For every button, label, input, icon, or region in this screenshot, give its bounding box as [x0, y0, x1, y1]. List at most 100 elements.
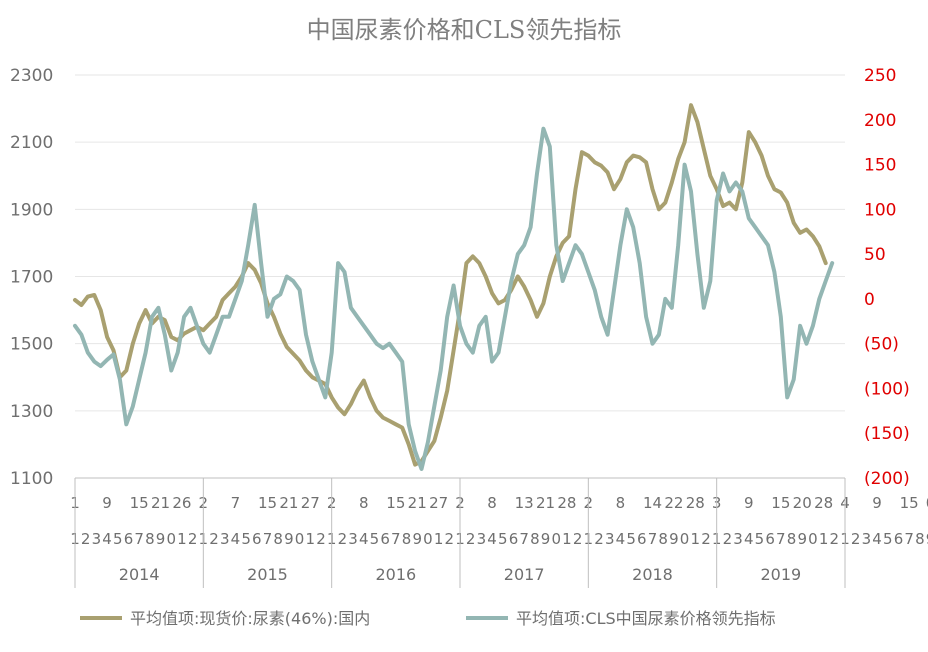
left-tick-label: 1700 — [10, 268, 53, 288]
x-tick-label: 1 — [177, 530, 187, 548]
x-tick-label: 14 — [643, 494, 662, 512]
left-tick-label: 1900 — [10, 200, 53, 220]
x-tick-label: 9 — [156, 530, 166, 548]
x-tick-label: 7 — [134, 530, 144, 548]
x-tick-label: 0 — [808, 530, 818, 548]
x-tick-label: 15 — [771, 494, 790, 512]
x-tick-label: 2 — [851, 530, 861, 548]
x-tick-label: 7 — [904, 530, 914, 548]
year-label: 2016 — [375, 565, 416, 584]
x-tick-label: 2 — [701, 530, 711, 548]
year-label: 2018 — [632, 565, 673, 584]
x-tick-label: 0 — [551, 530, 561, 548]
x-tick-label: 3 — [733, 530, 743, 548]
x-tick-label: 2 — [316, 530, 326, 548]
x-tick-label: 5 — [883, 530, 893, 548]
legend-label-urea-price: 平均值项:现货价:尿素(46%):国内 — [130, 609, 370, 628]
legend: 平均值项:现货价:尿素(46%):国内 平均值项:CLS中国尿素价格领先指标 — [80, 609, 776, 628]
x-tick-label: 4 — [744, 530, 754, 548]
x-tick-label: 9 — [669, 530, 679, 548]
x-tick-label: 9 — [926, 530, 928, 548]
x-tick-label: 15 — [258, 494, 277, 512]
left-tick-label: 1100 — [10, 469, 53, 489]
x-tick-label: 0 — [926, 494, 928, 512]
left-tick-label: 2300 — [10, 66, 53, 86]
x-tick-label: 15 — [900, 494, 919, 512]
right-tick-label: 100 — [864, 200, 896, 220]
x-tick-label: 3 — [605, 530, 615, 548]
x-tick-label: 5 — [241, 530, 251, 548]
x-tick-label: 4 — [872, 530, 882, 548]
x-tick-label: 5 — [498, 530, 508, 548]
x-tick-label: 2 — [445, 530, 455, 548]
x-tick-label: 7 — [519, 530, 529, 548]
x-tick-label: 2 — [188, 530, 198, 548]
x-tick-label: 8 — [787, 530, 797, 548]
right-tick-label: 150 — [864, 156, 896, 176]
x-tick-label: 15 — [386, 494, 405, 512]
x-tick-label: 2 — [466, 530, 476, 548]
x-tick-label: 1 — [434, 530, 444, 548]
x-tick-label: 13 — [515, 494, 534, 512]
x-tick-label: 21 — [408, 494, 427, 512]
x-tick-label: 9 — [102, 494, 112, 512]
x-tick-label: 7 — [648, 530, 658, 548]
series-line-urea-price — [73, 103, 828, 467]
gridlines — [75, 74, 845, 479]
year-label: 2015 — [247, 565, 288, 584]
x-tick-label: 8 — [402, 530, 412, 548]
x-tick-label: 3 — [477, 530, 487, 548]
right-axis-ticks: 250 200 150 100 50 0 (50) (100) (150) (200) — [864, 66, 910, 489]
year-label: 2014 — [119, 565, 160, 584]
x-tick-label: 0 — [680, 530, 690, 548]
x-tick-label: 6 — [124, 530, 134, 548]
x-tick-label: 2 — [338, 530, 348, 548]
x-tick-label: 4 — [231, 530, 241, 548]
right-tick-label: (100) — [864, 379, 910, 399]
x-tick-label: 8 — [359, 494, 369, 512]
x-tick-label: 28 — [814, 494, 833, 512]
x-tick-label: 8 — [616, 494, 626, 512]
x-tick-label: 2 — [830, 530, 840, 548]
x-tick-label: 6 — [380, 530, 390, 548]
x-tick-label: 3 — [348, 530, 358, 548]
x-tick-label: 4 — [102, 530, 112, 548]
x-tick-label: 4 — [359, 530, 369, 548]
x-tick-label: 5 — [755, 530, 765, 548]
x-tick-label: 5 — [113, 530, 123, 548]
x-tick-label: 1 — [691, 530, 701, 548]
x-tick-label: 28 — [686, 494, 705, 512]
x-tick-label: 6 — [637, 530, 647, 548]
legend-label-cls-index: 平均值项:CLS中国尿素价格领先指标 — [516, 609, 776, 628]
left-tick-label: 1500 — [10, 335, 53, 355]
right-tick-label: 200 — [864, 111, 896, 131]
left-axis-ticks: 2300 2100 1900 1700 1500 1300 1100 — [10, 66, 53, 489]
x-tick-label: 21 — [151, 494, 170, 512]
x-tick-label: 8 — [658, 530, 668, 548]
x-tick-label: 8 — [487, 494, 497, 512]
right-tick-label: (150) — [864, 424, 910, 444]
x-tick-label: 7 — [776, 530, 786, 548]
x-tick-label: 5 — [626, 530, 636, 548]
left-tick-label: 1300 — [10, 402, 53, 422]
x-tick-label: 7 — [231, 494, 241, 512]
x-tick-label: 9 — [284, 530, 294, 548]
x-tick-label: 8 — [530, 530, 540, 548]
x-tick-label: 22 — [664, 494, 683, 512]
series-line-cls-index — [73, 126, 835, 471]
x-tick-label: 5 — [370, 530, 380, 548]
x-tick-label: 1 — [819, 530, 829, 548]
x-tick-label: 21 — [536, 494, 555, 512]
x-tick-label: 21 — [279, 494, 298, 512]
x-tick-label: 7 — [391, 530, 401, 548]
x-tick-label: 28 — [557, 494, 576, 512]
x-tick-label: 1 — [306, 530, 316, 548]
x-tick-label: 1 — [562, 530, 572, 548]
right-tick-label: (200) — [864, 469, 910, 489]
x-tick-label: 4 — [616, 530, 626, 548]
x-tick-label: 9 — [744, 494, 754, 512]
right-tick-label: 0 — [864, 290, 875, 310]
chart-title: 中国尿素价格和CLS领先指标 — [307, 16, 622, 44]
